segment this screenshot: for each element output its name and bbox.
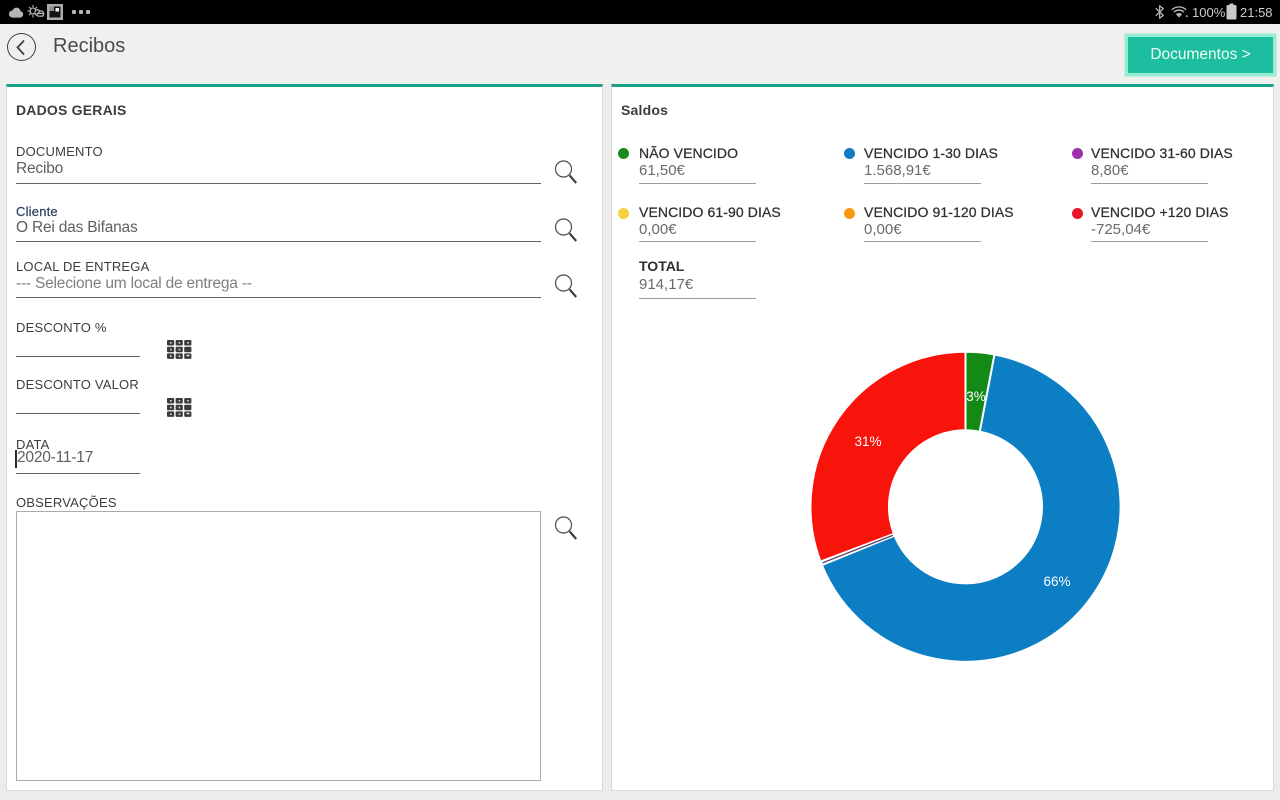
svg-text:66%: 66% bbox=[1043, 574, 1070, 589]
svg-text:3%: 3% bbox=[966, 389, 986, 404]
svg-text:31%: 31% bbox=[854, 434, 881, 449]
